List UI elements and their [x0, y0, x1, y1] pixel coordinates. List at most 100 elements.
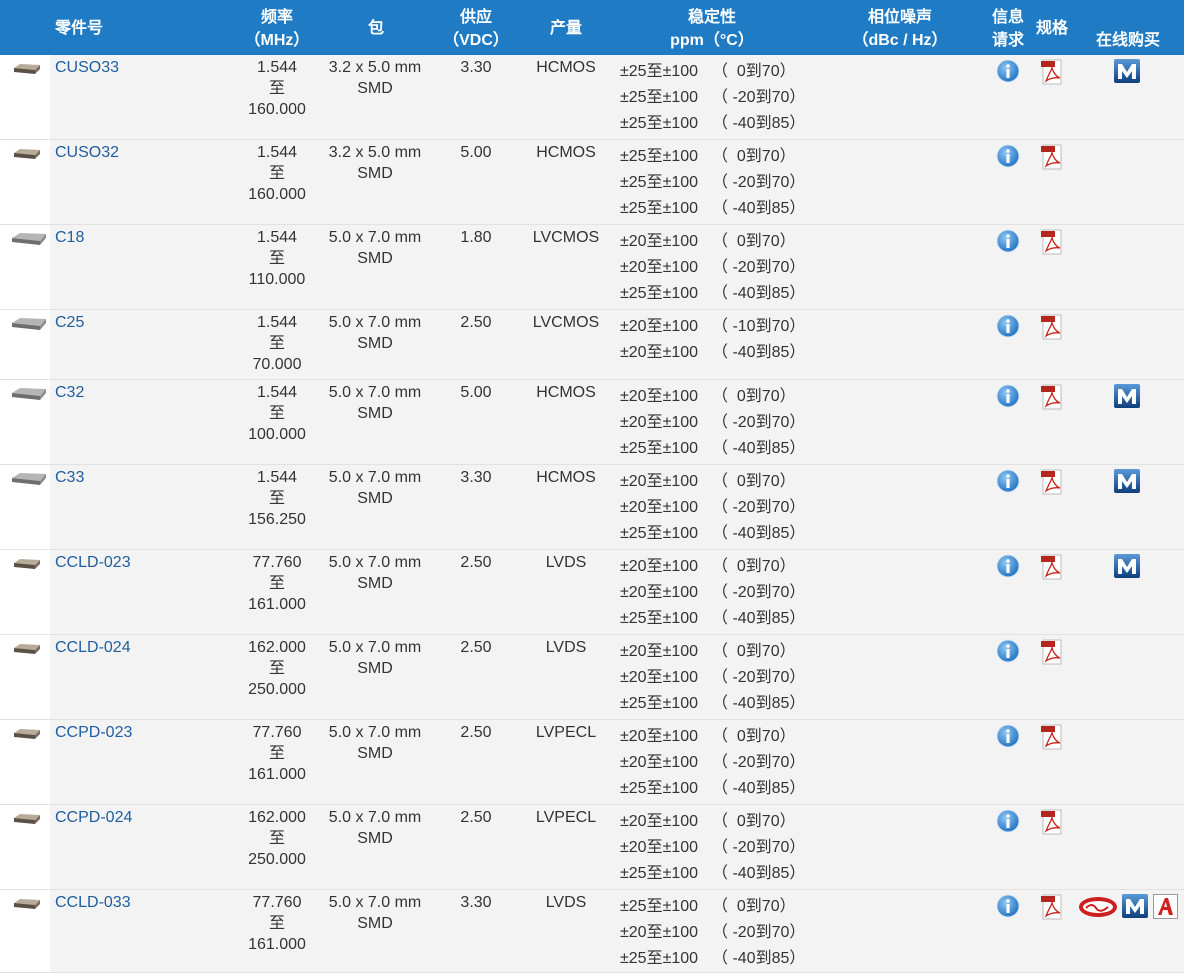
temperature-range: （ -40到85）: [712, 115, 806, 132]
frequency: 161.000: [248, 596, 306, 613]
frequency: 110.000: [248, 271, 306, 288]
frequency: 至: [268, 915, 285, 932]
output-type: LVDS: [545, 554, 587, 571]
stability-range: ±20至±100: [620, 839, 699, 856]
mouser-buy-icon[interactable]: [1114, 384, 1140, 408]
info-request-icon[interactable]: [996, 809, 1020, 833]
supply-voltage: 3.30: [460, 469, 492, 486]
temperature-range: （ 0到70）: [712, 63, 796, 80]
temperature-range: （ -40到85）: [712, 695, 806, 712]
datasheet-pdf-icon[interactable]: [1041, 229, 1063, 255]
frequency: 77.760: [252, 724, 302, 741]
stability-range: ±25至±100: [620, 115, 699, 132]
part-link[interactable]: CCLD-024: [55, 639, 131, 656]
temperature-range: （ -40到85）: [712, 780, 806, 797]
part-link[interactable]: CUSO33: [55, 59, 120, 76]
temperature-range: （ -40到85）: [712, 610, 806, 627]
stability-range: ±20至±100: [620, 924, 699, 941]
info-request-icon[interactable]: [996, 384, 1020, 408]
frequency: 250.000: [248, 681, 306, 698]
part-link[interactable]: C32: [55, 384, 85, 401]
part-link[interactable]: C18: [55, 229, 85, 246]
temperature-range: （ -40到85）: [712, 950, 806, 967]
frequency: 77.760: [252, 894, 302, 911]
info-request-icon[interactable]: [996, 554, 1020, 578]
info-request-icon[interactable]: [996, 229, 1020, 253]
table-header: 零件号 频率 （MHz） 包 供应 （VDC） 产量 稳定性 ppm（°C） 相位噪声 （dBc /…: [0, 0, 1184, 55]
info-request-icon[interactable]: [996, 894, 1020, 918]
part-link[interactable]: CCLD-033: [55, 894, 131, 911]
part-image: [12, 318, 46, 330]
mouser-buy-icon[interactable]: [1114, 59, 1140, 83]
datasheet-pdf-icon[interactable]: [1041, 384, 1063, 410]
header-text: 产量: [549, 20, 582, 37]
datasheet-pdf-icon[interactable]: [1041, 469, 1063, 495]
package: SMD: [357, 490, 393, 507]
header-text: 包: [367, 20, 384, 37]
temperature-range: （ -40到85）: [712, 440, 806, 457]
part-image: [12, 233, 46, 245]
frequency: 160.000: [248, 101, 306, 118]
package: SMD: [357, 660, 393, 677]
info-request-icon[interactable]: [996, 724, 1020, 748]
temperature-range: （ 0到70）: [712, 813, 796, 830]
info-request-icon[interactable]: [996, 469, 1020, 493]
temperature-range: （ -20到70）: [712, 89, 806, 106]
datasheet-pdf-icon[interactable]: [1041, 639, 1063, 665]
part-link[interactable]: C33: [55, 469, 85, 486]
stability-range: ±20至±100: [620, 259, 699, 276]
table-row: C33 1.544 至 156.250 5.0 x 7.0 mm SMD 3.30 HCMOS…: [0, 465, 1184, 550]
supply-voltage: 2.50: [460, 724, 492, 741]
package: SMD: [357, 405, 393, 422]
part-image: [14, 559, 40, 569]
stability-range: ±20至±100: [620, 233, 699, 250]
datasheet-pdf-icon[interactable]: [1041, 894, 1063, 920]
part-link[interactable]: CUSO32: [55, 144, 120, 161]
datasheet-pdf-icon[interactable]: [1041, 554, 1063, 580]
temperature-range: （ -20到70）: [712, 499, 806, 516]
stability-range: ±25至±100: [620, 174, 699, 191]
mouser-buy-icon[interactable]: [1122, 894, 1148, 918]
frequency: 1.544: [256, 314, 298, 331]
table-row: CCLD-033 77.760 至 161.000 5.0 x 7.0 mm SMD 3.3…: [0, 890, 1184, 973]
header-text: （dBc / Hz）: [852, 32, 948, 49]
package: 5.0 x 7.0 mm: [328, 809, 422, 826]
info-request-icon[interactable]: [996, 639, 1020, 663]
digikey-buy-icon[interactable]: [1078, 895, 1118, 919]
stability-range: ±20至±100: [620, 388, 699, 405]
info-request-icon[interactable]: [996, 314, 1020, 338]
part-link[interactable]: CCPD-023: [55, 724, 133, 741]
part-image: [12, 388, 46, 400]
header-text: 频率: [260, 9, 293, 26]
stability-range: ±20至±100: [620, 558, 699, 575]
header-text: ppm（°C）: [670, 32, 754, 49]
temperature-range: （ -10到70）: [712, 318, 806, 335]
datasheet-pdf-icon[interactable]: [1041, 144, 1063, 170]
mouser-buy-icon[interactable]: [1114, 469, 1140, 493]
frequency: 160.000: [248, 186, 306, 203]
info-request-icon[interactable]: [996, 144, 1020, 168]
output-type: HCMOS: [536, 59, 596, 76]
part-image: [14, 814, 40, 824]
info-request-icon[interactable]: [996, 59, 1020, 83]
part-image: [14, 64, 40, 74]
part-link[interactable]: CCLD-023: [55, 554, 131, 571]
temperature-range: （ 0到70）: [712, 473, 796, 490]
frequency: 1.544: [256, 59, 298, 76]
datasheet-pdf-icon[interactable]: [1041, 724, 1063, 750]
temperature-range: （ -20到70）: [712, 584, 806, 601]
temperature-range: （ -20到70）: [712, 414, 806, 431]
stability-range: ±20至±100: [620, 318, 699, 335]
datasheet-pdf-icon[interactable]: [1041, 809, 1063, 835]
supply-voltage: 5.00: [460, 144, 492, 161]
mouser-buy-icon[interactable]: [1114, 554, 1140, 578]
header-text: 零件号: [55, 20, 104, 37]
header-text: （MHz）: [244, 32, 310, 49]
part-link[interactable]: CCPD-024: [55, 809, 133, 826]
arrow-buy-icon[interactable]: [1153, 894, 1178, 919]
datasheet-pdf-icon[interactable]: [1041, 314, 1063, 340]
temperature-range: （ -40到85）: [712, 525, 806, 542]
part-link[interactable]: C25: [55, 314, 85, 331]
datasheet-pdf-icon[interactable]: [1041, 59, 1063, 85]
frequency: 至: [268, 335, 285, 352]
